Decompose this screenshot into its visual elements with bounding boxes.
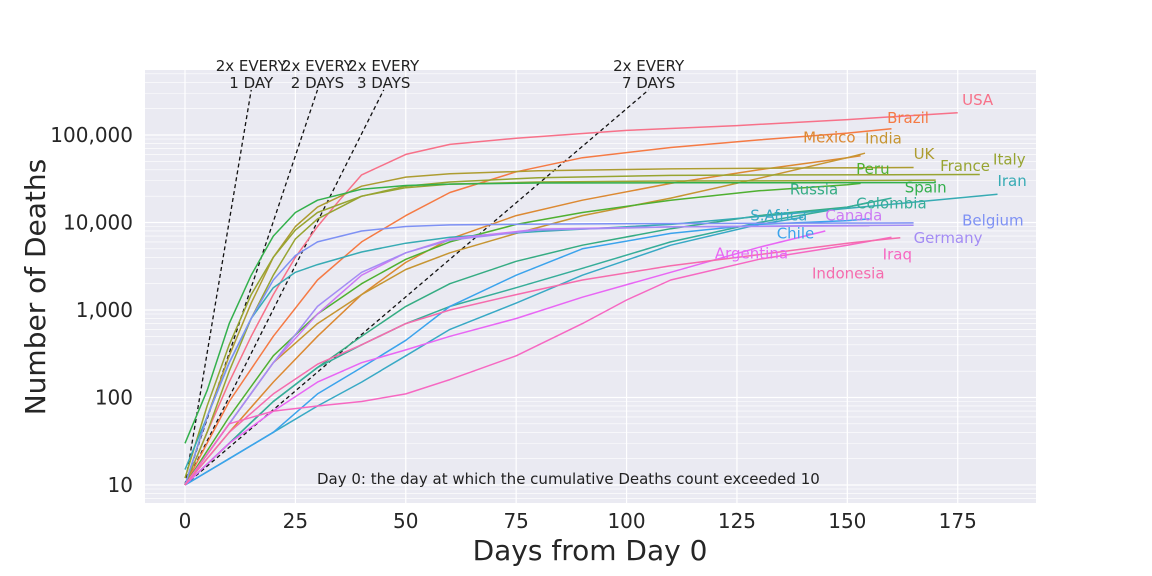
x-tick-label: 75 [503, 509, 528, 533]
series-label: Belgium [962, 212, 1024, 230]
y-axis-title: Number of Deaths [19, 159, 52, 416]
series-label: Iraq [883, 245, 912, 263]
series-label: Argentina [715, 244, 788, 262]
y-tick-label: 100,000 [50, 123, 133, 147]
doubling-guide-label: 3 DAYS [357, 74, 410, 92]
x-tick-label: 0 [179, 509, 192, 533]
series-line [184, 181, 936, 444]
x-tick-label: 150 [828, 509, 866, 533]
series-label: Colombia [856, 194, 927, 212]
series-label: France [940, 157, 990, 175]
series-line [184, 218, 870, 486]
plot-area [145, 70, 1036, 503]
series-label: S.Africa [750, 207, 807, 225]
series-label: Russia [790, 180, 838, 198]
doubling-guide-line [184, 89, 385, 486]
series-line [184, 127, 892, 486]
x-tick-label: 125 [718, 509, 756, 533]
series-label: Chile [777, 224, 815, 242]
doubling-guide-label: 7 DAYS [622, 74, 675, 92]
series-line [184, 222, 914, 486]
grid [145, 70, 1036, 503]
series-label: Canada [825, 207, 882, 225]
series-line [184, 236, 892, 486]
series-label: India [865, 129, 902, 147]
series-line [184, 173, 980, 479]
doubling-guide-label: 2x EVERY [348, 57, 420, 75]
y-tick-label: 10,000 [63, 211, 133, 235]
series-label: Italy [993, 151, 1026, 169]
y-tick-label: 1,000 [76, 298, 133, 322]
y-tick-label: 10 [108, 473, 133, 497]
x-tick-labels: 0 25 50 75 100 125 150 175 [179, 509, 977, 533]
series-label: Brazil [887, 109, 929, 127]
y-tick-labels: 10 100 1,000 10,000 100,000 [50, 123, 133, 497]
x-tick-label: 100 [607, 509, 645, 533]
doubling-guide-label: 2x EVERY [216, 57, 288, 75]
x-tick-label: 50 [393, 509, 418, 533]
doubling-guide-label: 1 DAY [229, 74, 274, 92]
doubling-guide-line [184, 89, 252, 486]
x-tick-label: 175 [939, 509, 977, 533]
y-tick-label: 100 [95, 386, 133, 410]
series-line [184, 179, 936, 486]
series-line [184, 236, 901, 486]
doubling-guide-label: 2x EVERY [613, 57, 685, 75]
series-label: Spain [905, 179, 947, 197]
x-tick-label: 25 [283, 509, 308, 533]
series-label: Peru [856, 160, 889, 178]
series-label: Germany [914, 229, 983, 247]
series-label: Indonesia [812, 264, 885, 282]
series-line [184, 166, 914, 486]
doubling-guide-label: 2x EVERY [282, 57, 354, 75]
series-line [184, 182, 861, 486]
x-axis-title: Days from Day 0 [473, 534, 708, 567]
series-line [184, 230, 826, 486]
series-label: Mexico [803, 129, 855, 147]
series-line [184, 224, 914, 486]
doubling-guide-label: 2 DAYS [291, 74, 344, 92]
series-label: Iran [997, 172, 1026, 190]
series-label: USA [962, 91, 994, 109]
day-zero-note: Day 0: the day at which the cumulative D… [317, 470, 820, 488]
series-line [184, 111, 958, 486]
series-label: UK [914, 145, 936, 163]
series-lines [184, 111, 998, 486]
